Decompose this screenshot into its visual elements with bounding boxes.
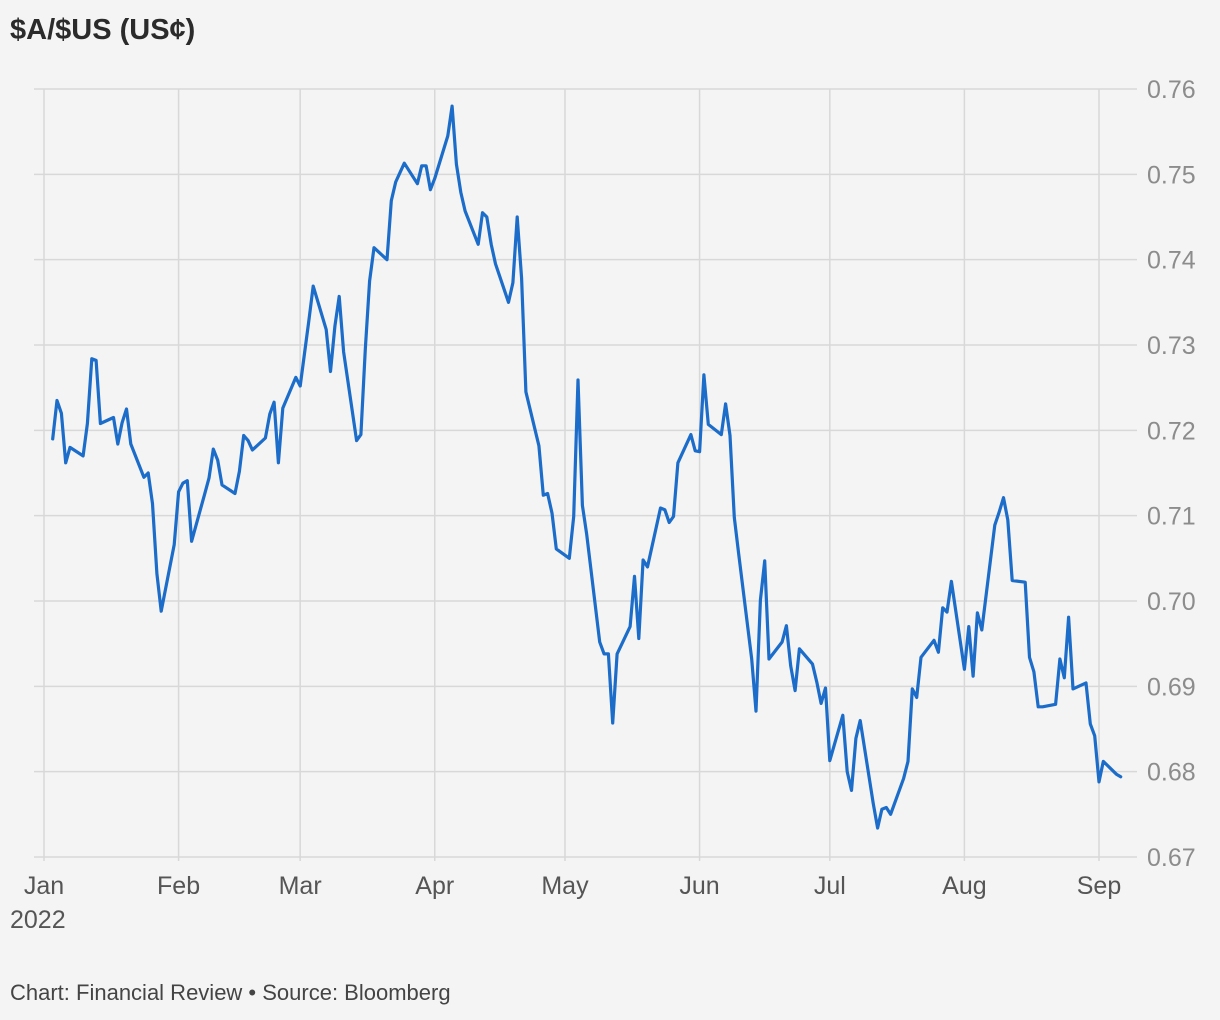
- y-tick-label: 0.72: [1147, 417, 1196, 445]
- x-tick-label: Jun: [679, 872, 719, 900]
- series-group: [51, 104, 1123, 830]
- x-tick-label: May: [541, 872, 589, 900]
- y-tick-label: 0.75: [1147, 161, 1196, 189]
- x-tick-label: Apr: [415, 872, 454, 900]
- y-tick-label: 0.70: [1147, 588, 1196, 616]
- x-tick-label: Jan: [24, 872, 64, 900]
- x-year-label: 2022: [10, 906, 66, 934]
- grid-lines: [34, 88, 1137, 861]
- x-tick-label: Sep: [1077, 872, 1121, 900]
- y-axis-ticks: 0.76 0.75 0.74 0.73 0.72 0.71 0.70 0.69 0.68 0.67: [1147, 76, 1196, 872]
- x-tick-label: Mar: [279, 872, 322, 900]
- x-axis-ticks: Jan Feb Mar Apr May Jun Jul Aug Sep 2022: [10, 872, 1121, 934]
- y-tick-label: 0.71: [1147, 503, 1196, 531]
- y-tick-label: 0.68: [1147, 759, 1196, 787]
- chart-title: $A/$US (US¢): [10, 14, 196, 46]
- x-tick-label: Aug: [942, 872, 986, 900]
- source-credit: Chart: Financial Review • Source: Bloomb…: [10, 980, 451, 1005]
- y-tick-label: 0.67: [1147, 844, 1196, 872]
- series-line: [51, 104, 1123, 830]
- y-tick-label: 0.69: [1147, 673, 1196, 701]
- y-tick-label: 0.76: [1147, 76, 1196, 104]
- x-tick-label: Feb: [157, 872, 200, 900]
- x-tick-label: Jul: [814, 872, 846, 900]
- y-tick-label: 0.74: [1147, 247, 1196, 275]
- y-tick-label: 0.73: [1147, 332, 1196, 360]
